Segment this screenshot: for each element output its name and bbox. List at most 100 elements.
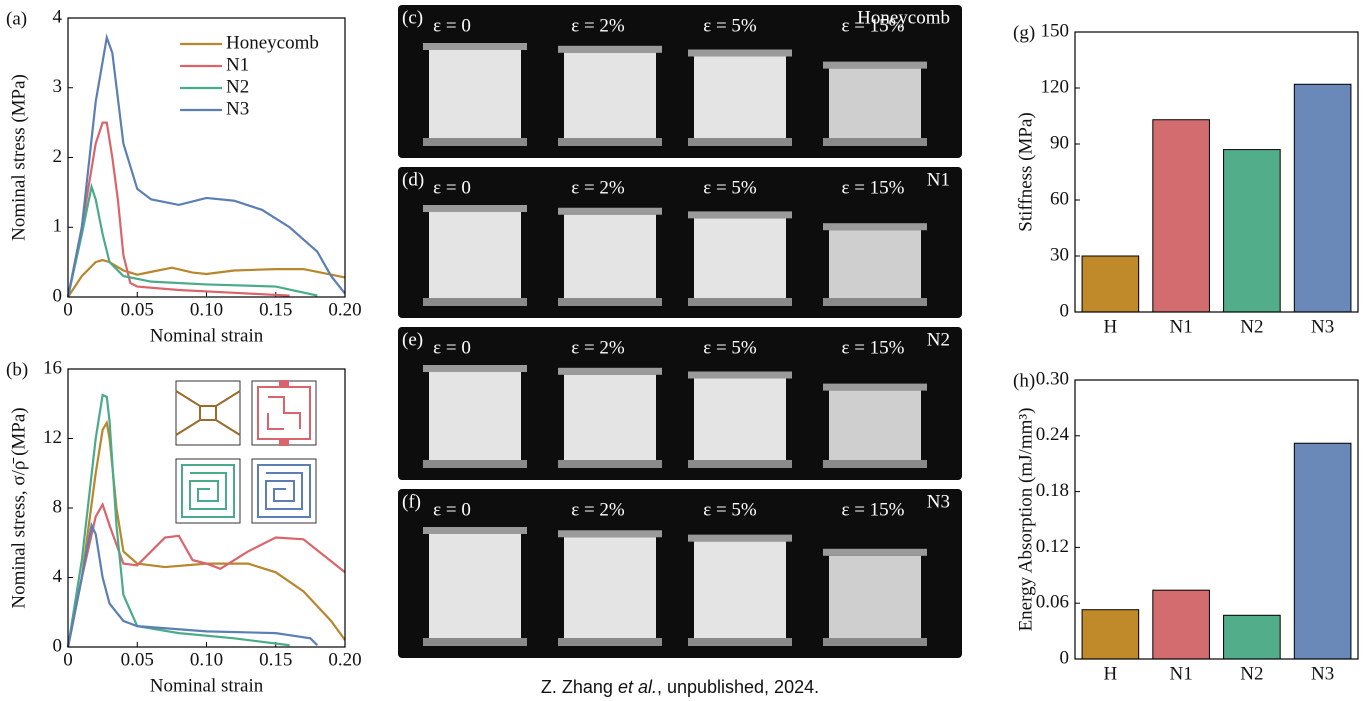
platen (558, 367, 662, 375)
line-series (66, 182, 318, 298)
platen (423, 205, 527, 212)
platen (823, 383, 927, 391)
platen (423, 298, 527, 306)
inset-n2 (175, 458, 241, 524)
specimen (429, 534, 521, 638)
panel-label: (a) (6, 8, 27, 29)
platen (423, 638, 527, 646)
platen (688, 298, 792, 306)
specimen (829, 390, 921, 460)
platen (558, 45, 662, 53)
platen (823, 61, 927, 69)
y-tick-label: 4 (53, 566, 63, 587)
x-tick-label: N2 (1240, 316, 1263, 337)
panel-label: (c) (402, 7, 423, 28)
specimen (829, 555, 921, 638)
specimen (429, 50, 521, 138)
strain-label: ε = 5% (703, 499, 757, 520)
platen (823, 548, 927, 556)
platen (423, 460, 527, 468)
y-tick-label: 16 (43, 357, 62, 378)
platen (423, 365, 527, 372)
platen (558, 298, 662, 306)
platen (823, 460, 927, 468)
strain-label: ε = 0 (433, 337, 471, 358)
caption-part: Z. Zhang (541, 677, 618, 697)
line-series (67, 258, 346, 298)
panel-name: N1 (927, 169, 950, 190)
inset-honeycomb (175, 380, 241, 446)
panel-label: (b) (6, 359, 28, 380)
photo-panel (398, 5, 962, 158)
plot-frame (1074, 379, 1359, 660)
platen (558, 530, 662, 538)
x-tick-label: 0.15 (259, 649, 292, 670)
line-series (66, 521, 319, 648)
x-tick-label: 0 (63, 299, 73, 320)
specimen (429, 372, 521, 460)
panel-label: (f) (402, 491, 421, 512)
platen (558, 207, 662, 215)
x-axis-label: Nominal strain (150, 325, 264, 346)
platen (688, 460, 792, 468)
panel-label: (d) (402, 169, 424, 190)
panel-label: (e) (402, 329, 423, 350)
panel-label: (g) (1013, 22, 1035, 43)
y-tick-label: 0 (1060, 300, 1070, 321)
platen (823, 223, 927, 231)
platen (688, 371, 792, 379)
y-tick-label: 0.24 (1036, 424, 1070, 445)
plot-frame (67, 17, 346, 298)
bar (1152, 589, 1210, 660)
bar (1081, 255, 1140, 313)
bar (1223, 614, 1281, 660)
bar (1081, 609, 1140, 660)
y-tick-label: 60 (1050, 188, 1069, 209)
strain-label: ε = 15% (841, 337, 904, 358)
panel-name: N2 (927, 329, 950, 350)
y-tick-label: 0 (1060, 647, 1070, 668)
bar (1223, 149, 1281, 313)
legend-label: N3 (226, 98, 249, 119)
line-series (66, 121, 290, 298)
specimen (564, 537, 656, 638)
strain-label: ε = 2% (571, 177, 625, 198)
strain-label: ε = 2% (571, 15, 625, 36)
inset-n3 (251, 458, 317, 524)
caption: Z. Zhang et al., unpublished, 2024. (541, 677, 819, 697)
specimen (429, 212, 521, 298)
photo-panel (398, 327, 962, 480)
x-tick-label: H (1104, 316, 1118, 337)
line-series (66, 33, 346, 298)
y-axis-label: Nominal stress, σ/ρ̄ (MPa) (8, 407, 29, 608)
bar (1293, 442, 1352, 660)
x-tick-label: 0.05 (121, 299, 154, 320)
x-tick-label: N2 (1240, 663, 1263, 684)
platen (688, 138, 792, 146)
y-tick-label: 0 (53, 635, 63, 656)
y-tick-label: 0.12 (1036, 536, 1069, 557)
y-tick-label: 90 (1050, 132, 1069, 153)
platen (823, 298, 927, 306)
legend-label: Honeycomb (226, 32, 319, 53)
platen (688, 638, 792, 646)
photo-panel (398, 167, 962, 318)
y-tick-label: 30 (1050, 244, 1069, 265)
platen (688, 49, 792, 57)
platen (423, 527, 527, 534)
strain-label: ε = 15% (841, 15, 904, 36)
y-tick-label: 0.06 (1036, 592, 1069, 613)
specimen (694, 541, 786, 638)
panel-name: Honeycomb (857, 7, 950, 28)
platen (423, 138, 527, 146)
x-tick-label: 0.20 (328, 299, 361, 320)
x-tick-label: 0.10 (190, 299, 223, 320)
y-tick-label: 4 (53, 6, 63, 27)
strain-label: ε = 15% (841, 177, 904, 198)
caption-part: , unpublished, 2024. (657, 677, 819, 697)
y-tick-label: 0.18 (1036, 480, 1069, 501)
x-tick-label: N3 (1311, 316, 1334, 337)
strain-label: ε = 0 (433, 177, 471, 198)
platen (558, 460, 662, 468)
